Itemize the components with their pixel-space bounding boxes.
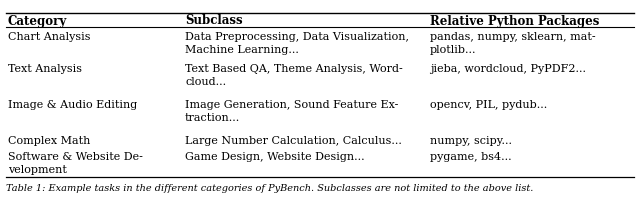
Text: opencv, PIL, pydub...: opencv, PIL, pydub... — [430, 99, 547, 109]
Text: jieba, wordcloud, PyPDF2...: jieba, wordcloud, PyPDF2... — [430, 64, 586, 74]
Text: Large Number Calculation, Calculus...: Large Number Calculation, Calculus... — [185, 135, 402, 145]
Text: Text Based QA, Theme Analysis, Word-
cloud...: Text Based QA, Theme Analysis, Word- clo… — [185, 64, 403, 86]
Text: Chart Analysis: Chart Analysis — [8, 32, 90, 42]
Text: Text Analysis: Text Analysis — [8, 64, 82, 74]
Text: Game Design, Website Design...: Game Design, Website Design... — [185, 151, 365, 161]
Text: Table 1: Example tasks in the different categories of PyBench. Subclasses are no: Table 1: Example tasks in the different … — [6, 183, 533, 192]
Text: pandas, numpy, sklearn, mat-
plotlib...: pandas, numpy, sklearn, mat- plotlib... — [430, 32, 596, 55]
Text: Data Preprocessing, Data Visualization,
Machine Learning...: Data Preprocessing, Data Visualization, … — [185, 32, 409, 55]
Text: Image Generation, Sound Feature Ex-
traction...: Image Generation, Sound Feature Ex- trac… — [185, 99, 398, 122]
Text: Subclass: Subclass — [185, 14, 243, 27]
Text: Relative Python Packages: Relative Python Packages — [430, 14, 600, 27]
Text: numpy, scipy...: numpy, scipy... — [430, 135, 512, 145]
Text: pygame, bs4...: pygame, bs4... — [430, 151, 511, 161]
Text: Image & Audio Editing: Image & Audio Editing — [8, 99, 137, 109]
Text: Complex Math: Complex Math — [8, 135, 90, 145]
Text: Software & Website De-
velopment: Software & Website De- velopment — [8, 151, 143, 174]
Text: Category: Category — [8, 14, 67, 27]
